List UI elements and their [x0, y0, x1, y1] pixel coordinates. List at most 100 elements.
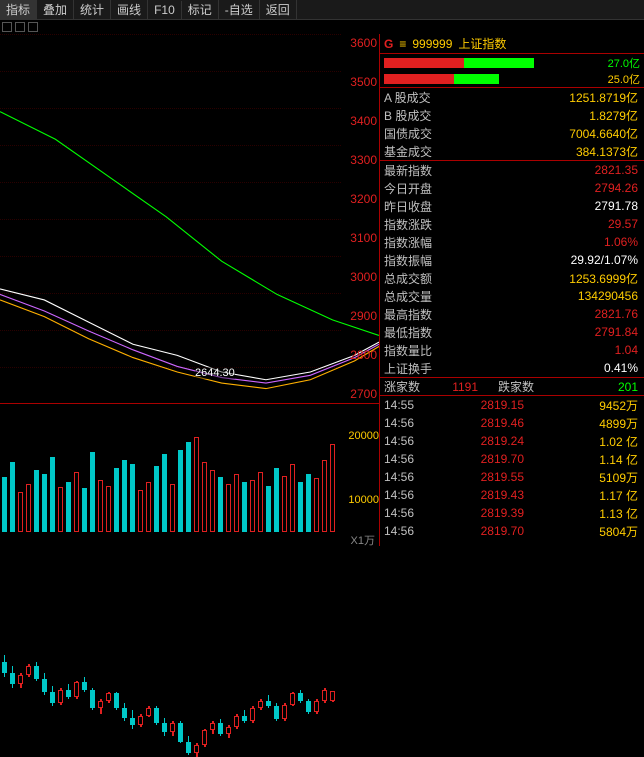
info-label: 今日开盘	[384, 180, 432, 197]
volume-axis: 2000010000	[337, 404, 379, 532]
info-value: 1.04	[615, 343, 638, 357]
tick-price: 2819.15	[434, 398, 524, 412]
info-label: B 股成交	[384, 107, 431, 124]
info-row: 总成交量 134290456	[380, 287, 644, 305]
info-label: 指数涨跌	[384, 216, 432, 233]
flow-bar-sell	[384, 74, 586, 84]
tool-icon[interactable]	[28, 22, 38, 32]
tool-icon[interactable]	[15, 22, 25, 32]
info-label: 最新指数	[384, 162, 432, 179]
toolbar-button[interactable]: 画线	[111, 0, 148, 20]
menu-icon[interactable]: ≡	[399, 37, 406, 51]
info-row: 指数量比 1.04	[380, 341, 644, 359]
decline-count: 201	[542, 380, 638, 394]
info-value: 29.57	[608, 217, 638, 231]
info-row: 指数涨幅 1.06%	[380, 233, 644, 251]
flow-bar-buy	[384, 58, 586, 68]
tick-time: 14:56	[384, 506, 434, 520]
info-value: 2794.26	[595, 181, 638, 195]
tick-price: 2819.55	[434, 470, 524, 484]
info-label: 指数涨幅	[384, 234, 432, 251]
low-annotation: 2644.30	[195, 367, 235, 379]
info-value: 2791.78	[595, 199, 638, 213]
tick-row: 14:562819.705804万	[380, 522, 644, 540]
advance-count: 1191	[428, 380, 478, 394]
info-value: 2791.84	[595, 325, 638, 339]
index-header: G ≡ 999999 上证指数	[380, 34, 644, 54]
toolbar-button[interactable]: 标记	[182, 0, 219, 20]
tick-volume: 1.17 亿	[524, 487, 638, 504]
info-value: 1251.8719亿	[569, 89, 638, 106]
toolbar-button[interactable]: 叠加	[37, 0, 74, 20]
tick-price: 2819.24	[434, 434, 524, 448]
info-row: B 股成交1.8279亿	[380, 106, 644, 124]
toolbar-button[interactable]: F10	[148, 1, 182, 19]
tick-row: 14:562819.241.02 亿	[380, 432, 644, 450]
info-value: 2821.76	[595, 307, 638, 321]
index-code: 999999	[412, 37, 452, 51]
tool-icon[interactable]	[2, 22, 12, 32]
info-value: 134290456	[578, 289, 638, 303]
tick-time: 14:56	[384, 452, 434, 466]
advance-decline-row: 涨家数 1191 跌家数 201	[380, 378, 644, 396]
info-value: 7004.6640亿	[569, 125, 638, 142]
decline-label: 跌家数	[498, 378, 534, 395]
info-value: 0.41%	[604, 361, 638, 375]
candles	[0, 34, 379, 403]
info-row: 上证换手 0.41%	[380, 359, 644, 377]
info-label: 最低指数	[384, 324, 432, 341]
info-value: 2821.35	[595, 163, 638, 177]
toolbar-button[interactable]: 返回	[260, 0, 297, 20]
toolbar-icons	[0, 20, 644, 34]
info-row: 最新指数 2821.35	[380, 161, 644, 179]
tick-time: 14:56	[384, 416, 434, 430]
info-value: 1253.6999亿	[569, 270, 638, 287]
g-flag: G	[384, 37, 393, 51]
toolbar-button[interactable]: 指标	[0, 0, 37, 20]
info-row: A 股成交 1251.8719亿	[380, 88, 644, 106]
candlestick-chart[interactable]: 3600350034003300320031003000290028002700…	[0, 34, 379, 404]
info-value: 1.06%	[604, 235, 638, 249]
volume-chart[interactable]: 2000010000	[0, 404, 379, 532]
info-label: 昨日收盘	[384, 198, 432, 215]
tick-row: 14:562819.464899万	[380, 414, 644, 432]
info-row: 指数涨跌 29.57	[380, 215, 644, 233]
tick-price: 2819.70	[434, 524, 524, 538]
info-label: 总成交量	[384, 288, 432, 305]
toolbar-button[interactable]: 统计	[74, 0, 111, 20]
toolbar: 指标叠加统计画线F10标记-自选返回	[0, 0, 644, 20]
tick-price: 2819.43	[434, 488, 524, 502]
tick-volume: 4899万	[524, 415, 638, 432]
info-row: 基金成交384.1373亿	[380, 142, 644, 160]
turnover-list: A 股成交1251.8719亿B 股成交1.8279亿国债成交7004.6640…	[380, 88, 644, 161]
info-label: 指数量比	[384, 342, 432, 359]
info-row: 最高指数 2821.76	[380, 305, 644, 323]
tick-volume: 5109万	[524, 469, 638, 486]
info-row: 今日开盘 2794.26	[380, 179, 644, 197]
tick-row: 14:552819.159452万	[380, 396, 644, 414]
right-panel: G ≡ 999999 上证指数 27.0亿 25.0亿 A 股成交 1251.87…	[380, 34, 644, 546]
info-value: 29.92/1.07%	[571, 253, 638, 267]
index-name: 上证指数	[458, 35, 506, 52]
tick-time: 14:56	[384, 470, 434, 484]
price-axis: 3600350034003300320031003000290028002700	[341, 34, 379, 403]
tick-list: 14:552819.159452万14:562819.464899万14:562…	[380, 396, 644, 546]
info-row: 昨日收盘 2791.78	[380, 197, 644, 215]
tick-volume: 1.13 亿	[524, 505, 638, 522]
tick-price: 2819.39	[434, 506, 524, 520]
flow-buy-value: 27.0亿	[592, 55, 640, 71]
info-label: 上证换手	[384, 360, 432, 377]
info-label: 最高指数	[384, 306, 432, 323]
info-label: A 股成交	[384, 89, 431, 106]
toolbar-button[interactable]: -自选	[219, 0, 260, 20]
chart-footer: X1万	[0, 532, 379, 546]
tick-volume: 1.02 亿	[524, 433, 638, 450]
flow-sell-value: 25.0亿	[592, 71, 640, 87]
volume-bars	[0, 404, 379, 532]
info-label: 指数振幅	[384, 252, 432, 269]
tick-price: 2819.70	[434, 452, 524, 466]
advance-label: 涨家数	[384, 378, 420, 395]
info-row: 指数振幅 29.92/1.07%	[380, 251, 644, 269]
info-label: 总成交额	[384, 270, 432, 287]
info-value: 384.1373亿	[576, 143, 638, 160]
